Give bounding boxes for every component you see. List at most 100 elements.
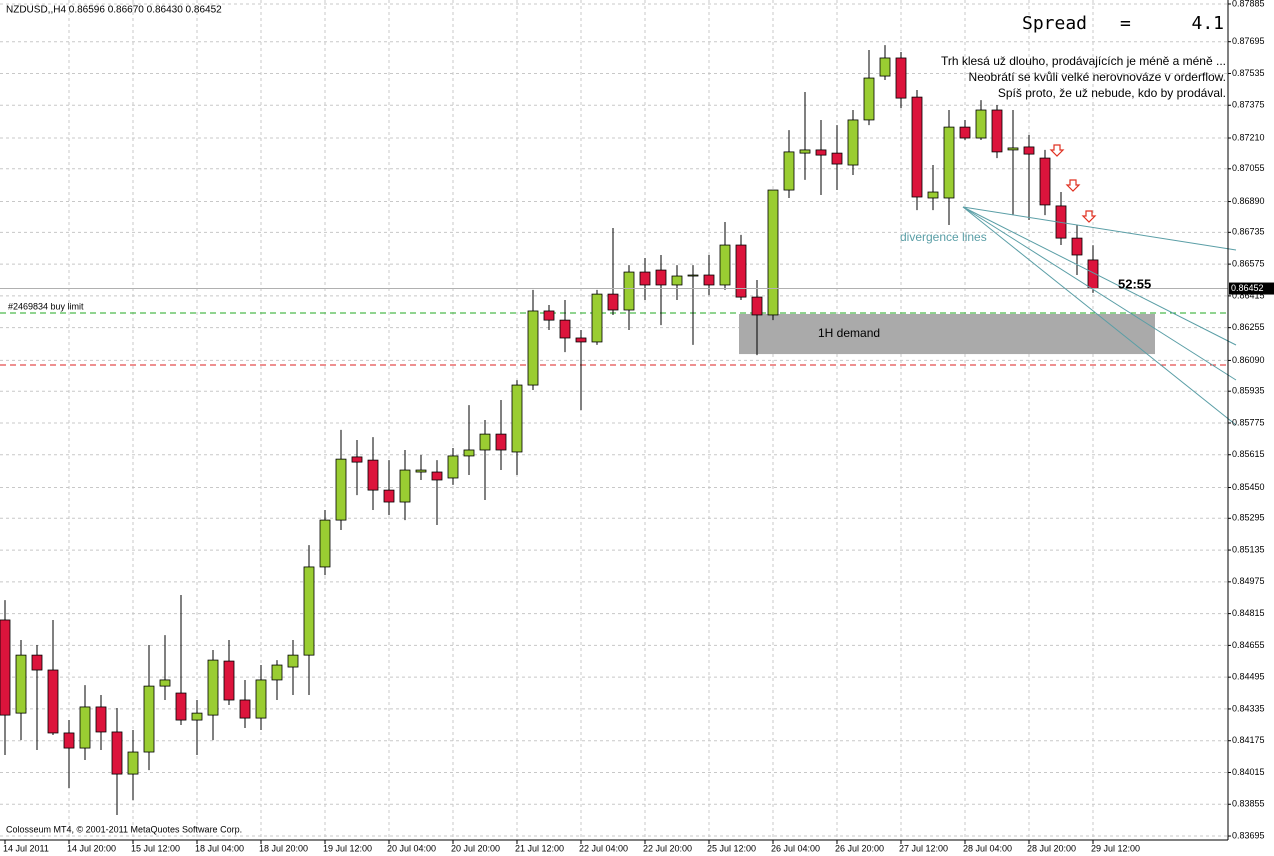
y-tick-label: 0.84175 xyxy=(1232,735,1265,745)
candle-body xyxy=(607,293,619,311)
x-tick-label: 28 Jul 04:00 xyxy=(963,843,1012,853)
comment: Spíš proto, že už nebude, kdo by prodáva… xyxy=(998,86,1226,100)
candle-body xyxy=(367,459,379,491)
candle-body xyxy=(575,337,587,343)
divergence-line xyxy=(962,206,1237,251)
candle-body xyxy=(351,456,363,463)
candle-body xyxy=(63,732,75,749)
x-tick-label: 20 Jul 20:00 xyxy=(451,843,500,853)
candle-body xyxy=(143,685,155,753)
candle-body xyxy=(111,731,123,775)
candle-body xyxy=(911,96,923,198)
down-arrow xyxy=(1081,210,1097,223)
candle-body xyxy=(495,433,507,451)
y-tick-label: 0.87375 xyxy=(1232,100,1265,110)
candle-body xyxy=(511,384,523,453)
candle-body xyxy=(991,109,1003,153)
candle-body xyxy=(303,566,315,656)
candle-body xyxy=(815,149,827,156)
y-tick-label: 0.84815 xyxy=(1232,608,1265,618)
y-tick-label: 0.85935 xyxy=(1232,386,1265,396)
y-tick-label: 0.86255 xyxy=(1232,322,1265,332)
candle-body xyxy=(1007,147,1019,151)
candle-body xyxy=(319,519,331,568)
y-tick-label: 0.85775 xyxy=(1232,417,1265,427)
candle-body xyxy=(207,659,219,716)
candle-body xyxy=(287,654,299,668)
x-tick-label: 28 Jul 20:00 xyxy=(1027,843,1076,853)
candle-body xyxy=(95,706,107,733)
candle-body xyxy=(559,319,571,339)
candle-body xyxy=(639,271,651,286)
y-tick-label: 0.86735 xyxy=(1232,227,1265,237)
y-tick-label: 0.87885 xyxy=(1232,0,1265,8)
x-tick-label: 26 Jul 20:00 xyxy=(835,843,884,853)
y-tick-label: 0.87210 xyxy=(1232,132,1265,142)
arrows xyxy=(1049,144,1097,223)
y-tick-label: 0.84495 xyxy=(1232,672,1265,682)
footer: Colosseum MT4, © 2001-2011 MetaQuotes So… xyxy=(6,824,242,834)
candle-body xyxy=(47,669,59,734)
timer: 52:55 xyxy=(1118,276,1151,291)
x-tick-label: 22 Jul 20:00 xyxy=(643,843,692,853)
x-tick-label: 26 Jul 04:00 xyxy=(771,843,820,853)
spread-value: 4.1 xyxy=(1191,13,1224,34)
divergence-label: divergence lines xyxy=(900,230,987,244)
divergence-lines xyxy=(962,206,1237,426)
y-tick-label: 0.85615 xyxy=(1232,449,1265,459)
y-tick-label: 0.87055 xyxy=(1232,163,1265,173)
candle-body xyxy=(719,244,731,286)
candle-body xyxy=(879,57,891,77)
x-tick-label: 19 Jul 12:00 xyxy=(323,843,372,853)
candle-body xyxy=(591,293,603,343)
candle-body xyxy=(751,296,763,316)
candle-body xyxy=(863,77,875,121)
candle-body xyxy=(527,310,539,386)
price-label: 0.86452 xyxy=(1231,283,1264,293)
y-tick-label: 0.83695 xyxy=(1232,830,1265,840)
zone-layer: 1H demand #2469834 buy limit xyxy=(0,301,1228,366)
candle-body xyxy=(799,149,811,154)
candle-body xyxy=(1039,157,1051,206)
candle-body xyxy=(191,712,203,721)
candle-body xyxy=(255,679,267,719)
candle-body xyxy=(223,660,235,701)
candle-body xyxy=(703,274,715,286)
candle-body xyxy=(1023,146,1035,155)
candle-body xyxy=(687,274,699,277)
down-arrow xyxy=(1049,144,1065,157)
y-tick-label: 0.83855 xyxy=(1232,799,1265,809)
candle-body xyxy=(479,433,491,451)
candle-body xyxy=(543,310,555,321)
candle-body xyxy=(0,619,11,716)
candle-body xyxy=(15,654,27,714)
candle-body xyxy=(239,699,251,719)
y-tick-label: 0.85135 xyxy=(1232,544,1265,554)
x-tick-label: 21 Jul 12:00 xyxy=(515,843,564,853)
grid xyxy=(0,0,1228,840)
x-tick-label: 27 Jul 12:00 xyxy=(899,843,948,853)
divergence-line xyxy=(962,206,1237,426)
y-tick-label: 0.84975 xyxy=(1232,576,1265,586)
candle-body xyxy=(335,458,347,521)
x-tick-label: 20 Jul 04:00 xyxy=(387,843,436,853)
candle-body xyxy=(783,151,795,191)
candle-body xyxy=(927,191,939,199)
candle-body xyxy=(1071,237,1083,256)
candle-body xyxy=(943,126,955,199)
candle-body xyxy=(31,654,43,671)
candle-body xyxy=(767,189,779,316)
level-label: #2469834 buy limit xyxy=(8,301,84,311)
candle-body xyxy=(447,455,459,479)
y-tick-label: 0.86415 xyxy=(1232,290,1265,300)
divergence-line xyxy=(962,206,1237,346)
y-tick-label: 0.86090 xyxy=(1232,355,1265,365)
candle-body xyxy=(383,489,395,503)
y-tick-label: 0.86890 xyxy=(1232,196,1265,206)
x-tick-label: 14 Jul 20:00 xyxy=(67,843,116,853)
header: NZDUSD,,H4 0.86596 0.86670 0.86430 0.864… xyxy=(6,5,222,16)
candle-body xyxy=(127,751,139,775)
